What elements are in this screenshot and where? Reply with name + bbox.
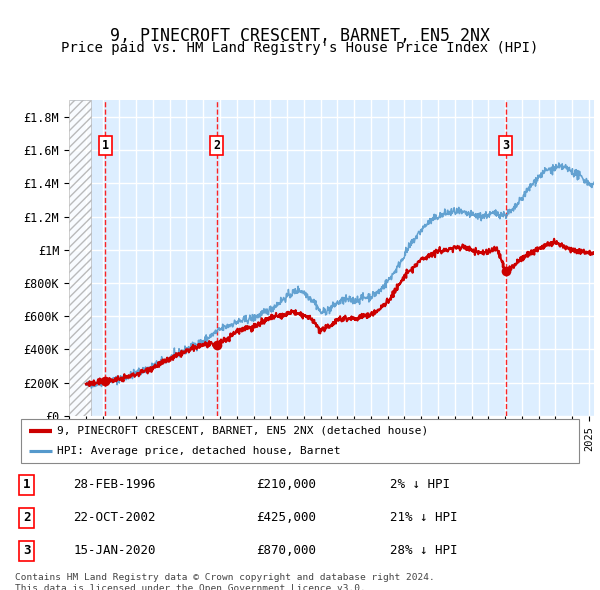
Text: £210,000: £210,000	[256, 478, 316, 491]
Text: 2: 2	[213, 139, 220, 152]
Text: Price paid vs. HM Land Registry's House Price Index (HPI): Price paid vs. HM Land Registry's House …	[61, 41, 539, 55]
Text: 3: 3	[23, 544, 30, 558]
Text: 9, PINECROFT CRESCENT, BARNET, EN5 2NX (detached house): 9, PINECROFT CRESCENT, BARNET, EN5 2NX (…	[57, 426, 428, 436]
Text: 1: 1	[101, 139, 109, 152]
Text: 28% ↓ HPI: 28% ↓ HPI	[391, 544, 458, 558]
Text: 9, PINECROFT CRESCENT, BARNET, EN5 2NX: 9, PINECROFT CRESCENT, BARNET, EN5 2NX	[110, 27, 490, 45]
Text: Contains HM Land Registry data © Crown copyright and database right 2024.
This d: Contains HM Land Registry data © Crown c…	[15, 573, 435, 590]
Text: 21% ↓ HPI: 21% ↓ HPI	[391, 511, 458, 525]
Text: HPI: Average price, detached house, Barnet: HPI: Average price, detached house, Barn…	[57, 446, 341, 456]
Text: 2% ↓ HPI: 2% ↓ HPI	[391, 478, 450, 491]
Text: £425,000: £425,000	[256, 511, 316, 525]
Text: 1: 1	[23, 478, 30, 491]
Text: 15-JAN-2020: 15-JAN-2020	[73, 544, 155, 558]
FancyBboxPatch shape	[21, 419, 579, 463]
Text: £870,000: £870,000	[256, 544, 316, 558]
Text: 2: 2	[23, 511, 30, 525]
Text: 22-OCT-2002: 22-OCT-2002	[73, 511, 155, 525]
Text: 3: 3	[502, 139, 509, 152]
Text: 28-FEB-1996: 28-FEB-1996	[73, 478, 155, 491]
Bar	[69, 100, 91, 416]
